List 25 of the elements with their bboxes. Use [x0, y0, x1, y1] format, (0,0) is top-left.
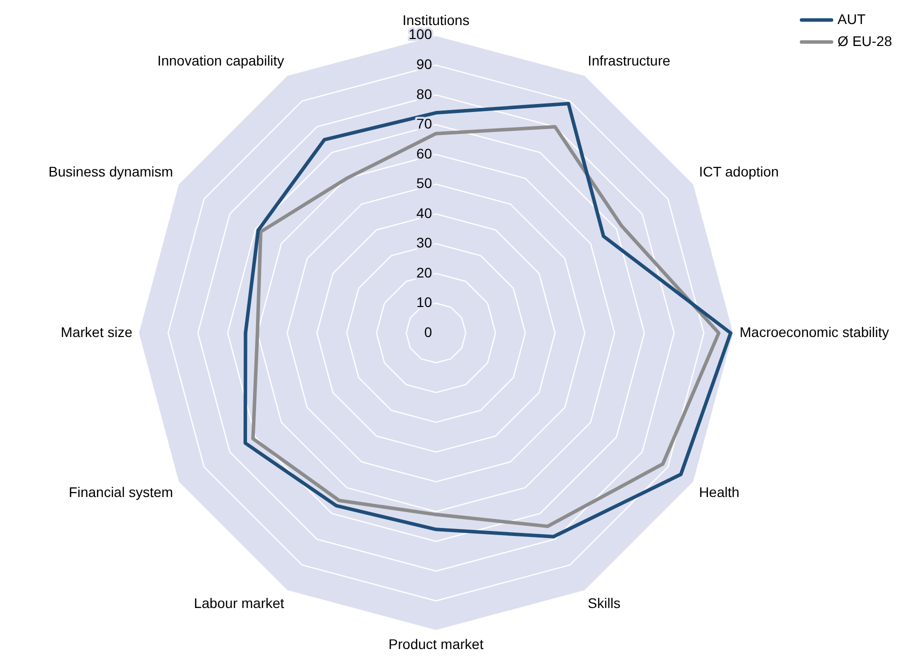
- y-tick-label: 30: [416, 234, 432, 251]
- spoke-label: Business dynamism: [48, 164, 174, 180]
- y-tick-label: 100: [408, 26, 432, 42]
- spoke-label: Financial system: [68, 484, 174, 500]
- spoke-label: Innovation capability: [157, 52, 284, 69]
- y-tick-label: 90: [416, 56, 432, 72]
- y-tick-label: 60: [416, 145, 432, 162]
- spoke-label: Macroeconomic stability: [740, 324, 890, 340]
- legend-label: Ø EU-28: [838, 32, 892, 49]
- y-tick-label: 40: [416, 204, 432, 221]
- spoke-label: ICT adoption: [698, 164, 779, 180]
- spoke-label: Institutions: [402, 12, 470, 28]
- spoke-label: Skills: [588, 595, 620, 612]
- y-tick-label: 10: [416, 294, 432, 310]
- y-tick-label: 20: [416, 264, 432, 280]
- y-tick-label: 0: [424, 324, 432, 340]
- spoke-label: Health: [698, 484, 740, 500]
- spoke-label: Market size: [60, 324, 133, 340]
- spoke-label: Product market: [388, 636, 484, 652]
- y-tick-label: 50: [416, 175, 432, 192]
- legend-label: AUT: [838, 10, 866, 27]
- spoke-label: Labour market: [194, 595, 284, 612]
- y-tick-label: 70: [416, 116, 432, 132]
- spoke-label: Infrastructure: [588, 52, 670, 69]
- y-tick-label: 80: [416, 86, 432, 102]
